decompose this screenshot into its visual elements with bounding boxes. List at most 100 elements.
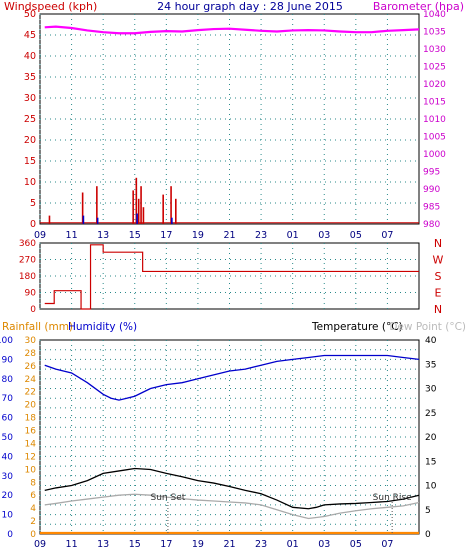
temperature-panel	[39, 339, 420, 535]
x-tick-label: 05	[350, 230, 362, 241]
grid-layer	[39, 14, 419, 534]
temperature-tick-label: 30	[425, 385, 437, 395]
direction-tick-label: 180	[19, 272, 36, 282]
x-tick-label: 17	[160, 230, 172, 241]
direction-tick-label: 270	[19, 256, 36, 266]
x-tick-label: 15	[129, 539, 141, 550]
x-tick-label: 21	[223, 539, 235, 550]
windspeed-tick-label: 0	[30, 219, 36, 230]
x-tick-label: 19	[192, 539, 204, 550]
temperature-tick-label: 25	[425, 409, 436, 419]
humidity-tick-label: 0	[7, 530, 13, 540]
rainfall-axis-title: Rainfall (mm)	[2, 321, 73, 333]
humidity-line	[44, 354, 420, 401]
x-tick-label: 15	[129, 230, 141, 241]
x-tick-label: 19	[192, 230, 204, 241]
temperature-tick-label: 40	[425, 336, 437, 346]
humidity-tick-label: 20	[2, 491, 14, 501]
x-tick-label: 17	[160, 539, 172, 550]
x-tick-label: 23	[255, 230, 267, 241]
rainfall-tick-label: 26	[25, 362, 37, 372]
x-tick-label: 13	[97, 230, 109, 241]
windspeed-tick-label: 25	[24, 114, 36, 125]
wind-direction-line	[44, 244, 419, 310]
barometer-tick-label: 1035	[423, 28, 446, 38]
compass-label: N	[434, 303, 442, 316]
barometer-line	[44, 25, 420, 35]
x-tick-label: 07	[381, 230, 393, 241]
rainfall-tick-label: 10	[25, 465, 37, 475]
rainfall-tick-label: 8	[30, 478, 36, 488]
x-tick-label: 09	[34, 230, 46, 241]
temperature-line	[44, 467, 420, 510]
humidity-tick-label: 50	[2, 433, 14, 443]
temperature-tick-label: 5	[425, 506, 431, 516]
humidity-axis-title: Humidity (%)	[68, 321, 137, 333]
barometer-tick-label: 1030	[423, 45, 446, 55]
humidity-tick-label: 100	[0, 336, 13, 346]
rainfall-tick-label: 24	[25, 375, 37, 385]
windspeed-tick-label: 35	[24, 72, 36, 83]
temperature-tick-label: 35	[425, 360, 436, 370]
temperature-tick-label: 20	[425, 433, 437, 443]
barometer-tick-label: 1020	[423, 80, 446, 90]
x-tick-label: 01	[287, 230, 299, 241]
rainfall-tick-label: 4	[30, 504, 36, 514]
direction-tick-label: 360	[19, 239, 36, 249]
barometer-tick-label: 1010	[423, 115, 446, 125]
x-tick-label: 21	[223, 230, 235, 241]
windspeed-tick-label: 30	[24, 93, 36, 104]
windspeed-tick-label: 15	[24, 156, 36, 167]
compass-label: W	[433, 254, 444, 267]
rainfall-tick-label: 30	[25, 336, 37, 346]
rainfall-tick-label: 16	[25, 427, 37, 437]
windspeed-tick-label: 20	[24, 135, 36, 146]
direction-tick-label: 0	[30, 305, 36, 315]
humidity-tick-label: 80	[2, 375, 14, 385]
data-layer: Sun Set Sun Rise	[40, 25, 420, 535]
x-tick-label: 05	[350, 539, 362, 550]
humidity-tick-label: 40	[2, 452, 14, 462]
barometer-axis-title: Barometer (hpa)	[373, 0, 464, 13]
temperature-axis-title: Temperature (°C)	[311, 321, 403, 333]
barometer-tick-label: 995	[423, 168, 440, 178]
rainfall-tick-label: 22	[25, 388, 36, 398]
barometer-tick-label: 980	[423, 220, 440, 230]
windspeed-tick-label: 5	[30, 198, 36, 209]
windspeed-tick-label: 40	[24, 51, 36, 62]
rainfall-tick-label: 12	[25, 452, 36, 462]
temperature-tick-label: 10	[425, 482, 437, 492]
rainfall-tick-label: 28	[25, 349, 37, 359]
rainfall-tick-label: 6	[30, 491, 36, 501]
rainfall-tick-label: 0	[30, 530, 36, 540]
chart-title: 24 hour graph day : 28 June 2015	[157, 0, 343, 13]
barometer-tick-label: 1040	[423, 10, 446, 20]
dewpoint-line	[44, 493, 420, 520]
windspeed-tick-label: 10	[24, 177, 36, 188]
barometer-tick-label: 990	[423, 185, 440, 195]
compass-label: N	[434, 237, 442, 250]
barometer-tick-label: 1005	[423, 133, 446, 143]
x-tick-label: 11	[66, 230, 78, 241]
barometer-tick-label: 1015	[423, 98, 446, 108]
x-tick-label: 23	[255, 539, 267, 550]
x-tick-label: 01	[287, 539, 299, 550]
rainfall-tick-label: 2	[30, 517, 36, 527]
rainfall-tick-label: 18	[25, 414, 37, 424]
humidity-tick-label: 30	[2, 472, 14, 482]
windspeed-tick-label: 50	[24, 9, 36, 20]
humidity-tick-label: 60	[2, 414, 14, 424]
barometer-tick-label: 1025	[423, 63, 446, 73]
sun-event-label: Sun Rise	[373, 493, 412, 503]
direction-tick-label: 90	[25, 289, 37, 299]
x-tick-label: 13	[97, 539, 109, 550]
x-tick-label: 09	[34, 539, 46, 550]
humidity-tick-label: 90	[2, 355, 14, 365]
x-tick-label: 11	[66, 539, 78, 550]
rainfall-tick-label: 14	[25, 439, 37, 449]
barometer-tick-label: 985	[423, 203, 440, 213]
x-tick-label: 03	[318, 539, 330, 550]
dewpoint-axis-title: Dew Point (°C)	[389, 321, 466, 333]
